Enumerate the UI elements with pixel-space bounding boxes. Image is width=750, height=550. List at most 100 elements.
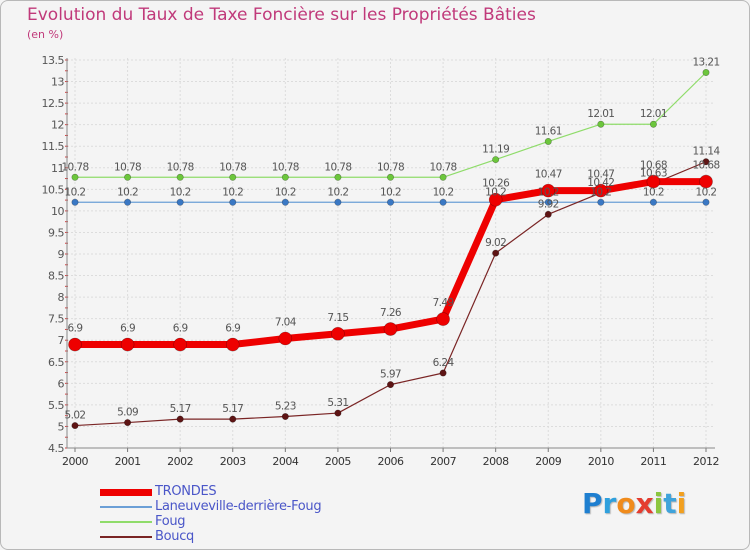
data-label-laneuveville-derri-re-foug: 10.2 — [590, 186, 611, 198]
data-point-foug — [176, 173, 184, 181]
grid-lines — [67, 58, 715, 449]
data-label-foug: 12.01 — [587, 108, 614, 120]
data-label-boucq: 5.23 — [275, 401, 296, 413]
data-label-trondes: 7.15 — [327, 312, 348, 324]
y-tick-label: 10 — [51, 205, 64, 218]
data-label-laneuveville-derri-re-foug: 10.2 — [275, 186, 296, 198]
data-point-laneuveville-derri-re-foug — [544, 198, 552, 206]
data-label-boucq: 5.09 — [117, 407, 138, 419]
y-tick-label: 7 — [58, 334, 65, 347]
data-label-trondes: 10.47 — [587, 169, 614, 181]
data-point-boucq — [176, 415, 184, 423]
y-tick-label: 9.5 — [48, 226, 64, 239]
data-point-trondes — [278, 331, 293, 346]
y-tick-label: 6 — [58, 377, 65, 390]
legend-label: Laneuveville-derrière-Foug — [155, 499, 322, 514]
data-point-trondes — [173, 337, 187, 352]
data-point-trondes — [699, 174, 713, 189]
x-tick-label: 2002 — [167, 455, 193, 468]
data-point-foug — [544, 137, 552, 145]
data-label-laneuveville-derri-re-foug: 10.2 — [65, 186, 86, 198]
data-point-boucq — [334, 409, 342, 417]
data-label-boucq: 6.24 — [433, 357, 455, 369]
data-label-foug: 10.78 — [167, 161, 194, 173]
data-point-laneuveville-derri-re-foug — [281, 198, 289, 206]
data-label-boucq: 9.02 — [485, 237, 506, 249]
data-label-trondes: 7.49 — [433, 297, 454, 309]
y-tick-label: 5.5 — [48, 399, 64, 412]
data-label-trondes: 10.47 — [535, 169, 562, 181]
legend-swatch — [100, 521, 152, 523]
data-point-trondes — [68, 337, 82, 352]
logo-letter: o — [616, 487, 636, 520]
data-label-laneuveville-derri-re-foug: 10.2 — [117, 186, 138, 198]
data-point-foug — [386, 173, 394, 181]
data-label-boucq: 9.92 — [538, 198, 559, 210]
data-point-laneuveville-derri-re-foug — [176, 198, 184, 206]
data-point-boucq — [71, 422, 79, 430]
data-point-laneuveville-derri-re-foug — [386, 198, 394, 206]
data-point-laneuveville-derri-re-foug — [649, 198, 657, 206]
data-point-trondes — [488, 192, 503, 207]
y-tick-label: 12 — [51, 119, 64, 132]
data-point-laneuveville-derri-re-foug — [597, 198, 605, 206]
legend-swatch — [100, 488, 152, 496]
legend-label: TRONDES — [155, 484, 217, 499]
y-tick-label: 8.5 — [48, 270, 64, 283]
data-point-boucq — [702, 158, 710, 166]
data-label-boucq: 11.14 — [692, 146, 720, 158]
x-tick-label: 2005 — [325, 455, 351, 468]
data-point-foug — [649, 120, 657, 128]
data-point-trondes — [646, 174, 661, 189]
data-point-foug — [492, 156, 500, 164]
axes: 4.5 5 5.5 6 6.5 7 7.5 8 8.5 9 9.5 10 10.5 11 11.5 12 12.… — [42, 54, 720, 468]
data-label-foug: 12.01 — [640, 108, 667, 120]
data-point-boucq — [281, 413, 289, 421]
data-label-foug: 13.21 — [692, 57, 719, 69]
data-label-boucq: 10.42 — [587, 177, 614, 189]
data-point-boucq — [386, 381, 394, 389]
data-label-laneuveville-derri-re-foug: 10.2 — [380, 186, 401, 198]
data-point-foug — [229, 173, 237, 181]
data-label-foug: 10.78 — [377, 161, 404, 173]
x-tick-label: 2008 — [483, 455, 509, 468]
data-label-foug: 10.78 — [324, 161, 351, 173]
y-tick-label: 9 — [58, 248, 65, 261]
data-label-trondes: 10.68 — [640, 160, 667, 172]
legend-label: Boucq — [155, 529, 195, 544]
data-label-foug: 10.78 — [61, 161, 88, 173]
y-tick-label: 12.5 — [42, 97, 65, 110]
logo-letter: P — [582, 487, 603, 520]
data-label-laneuveville-derri-re-foug: 10.2 — [538, 186, 559, 198]
y-tick-label: 8 — [58, 291, 65, 304]
data-label-foug: 10.78 — [272, 161, 299, 173]
logo-letter: i — [676, 487, 687, 520]
logo-letter: i — [653, 487, 664, 520]
y-tick-label: 5 — [58, 420, 65, 433]
data-point-foug — [71, 173, 79, 181]
data-label-foug: 11.61 — [535, 125, 562, 137]
data-label-boucq: 5.31 — [327, 397, 348, 409]
data-label-laneuveville-derri-re-foug: 10.2 — [433, 186, 454, 198]
data-label-laneuveville-derri-re-foug: 10.2 — [643, 186, 664, 198]
legend-label: Foug — [155, 514, 186, 529]
data-point-foug — [334, 173, 342, 181]
y-tick-label: 7.5 — [48, 313, 64, 326]
data-label-boucq: 10.63 — [640, 168, 667, 180]
x-tick-label: 2011 — [640, 455, 666, 468]
data-point-foug — [124, 173, 132, 181]
series-lines — [68, 69, 713, 430]
y-tick-label: 10.5 — [42, 183, 65, 196]
data-point-boucq — [439, 369, 447, 377]
data-label-trondes: 6.9 — [120, 323, 135, 335]
unit-label: (en %) — [27, 28, 64, 41]
chart-title: Evolution du Taux de Taxe Foncière sur l… — [27, 5, 536, 25]
data-label-laneuveville-derri-re-foug: 10.2 — [170, 186, 191, 198]
data-point-boucq — [544, 210, 552, 218]
y-tick-label: 13.5 — [42, 54, 65, 67]
data-label-trondes: 6.9 — [173, 323, 188, 335]
data-label-foug: 10.78 — [219, 161, 246, 173]
data-label-boucq: 5.17 — [222, 403, 243, 415]
data-point-trondes — [436, 312, 450, 326]
